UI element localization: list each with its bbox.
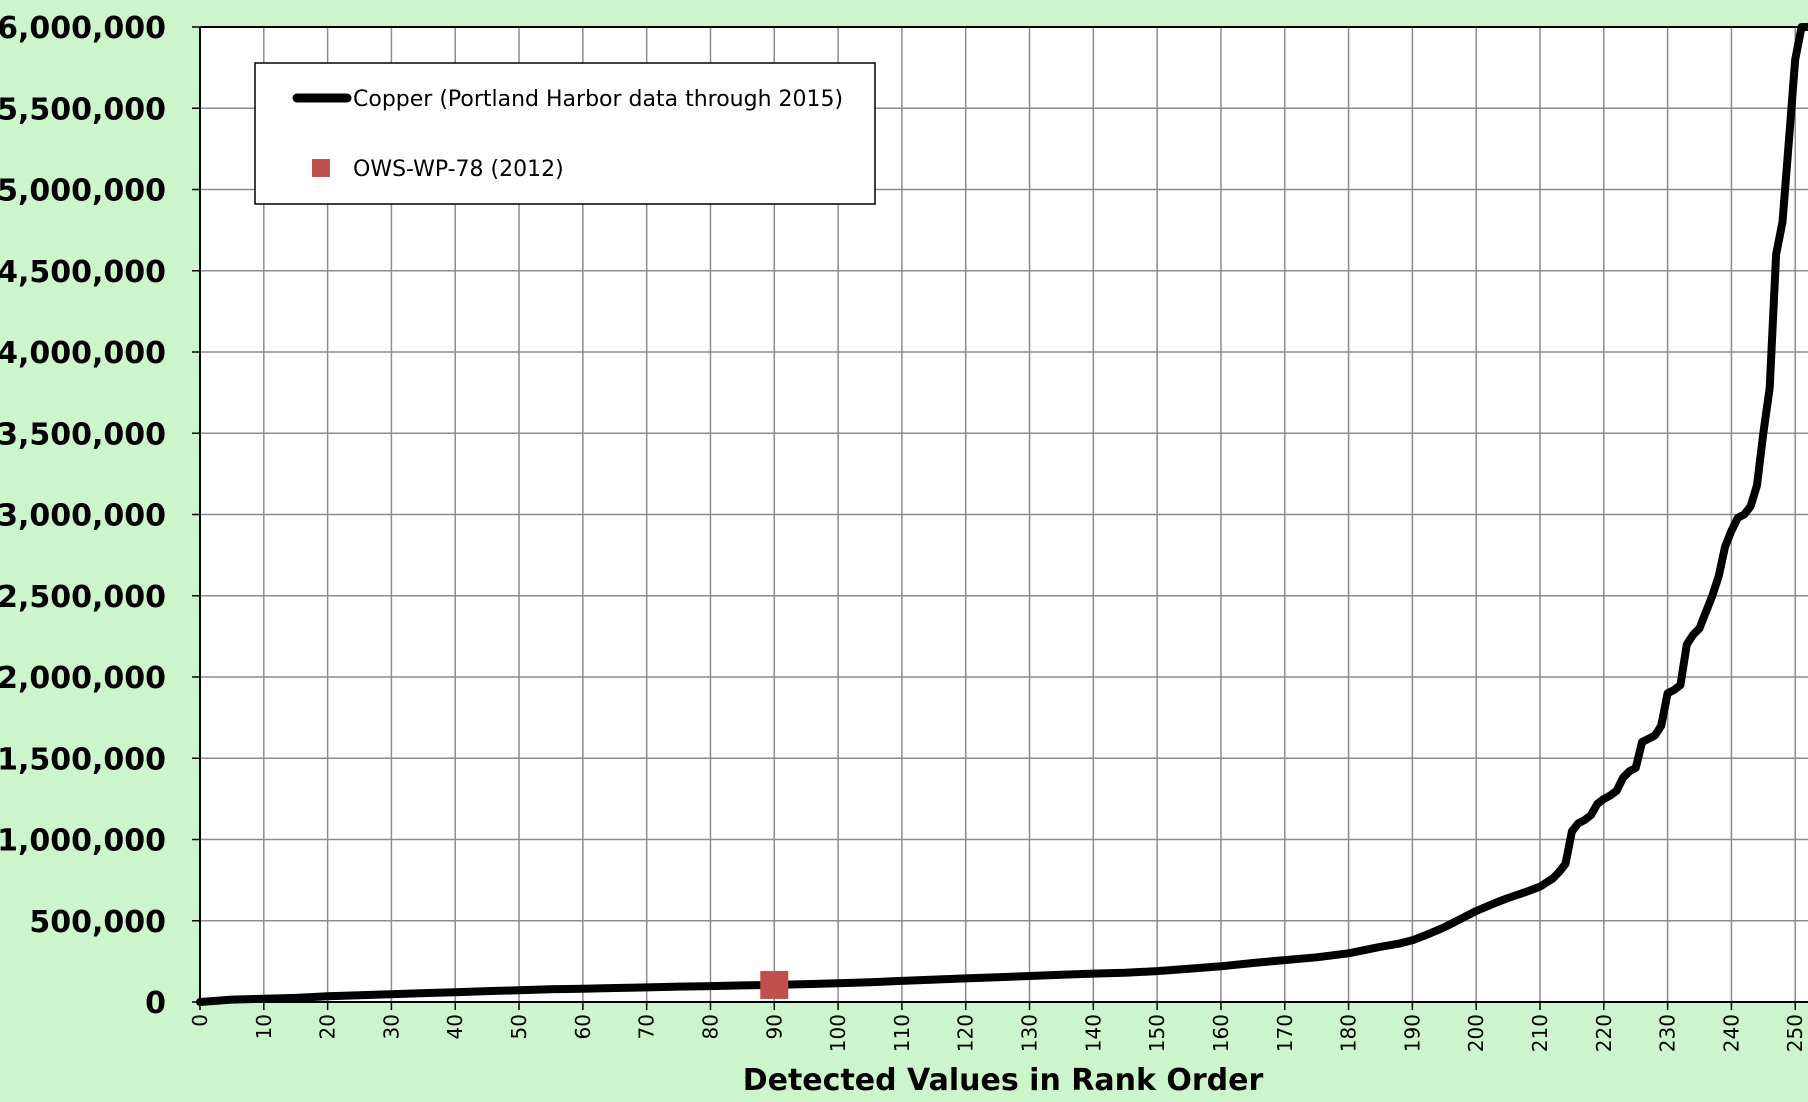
x-tick-label: 200 xyxy=(1464,1014,1488,1052)
y-tick-label: 2,500,000 xyxy=(0,580,166,615)
x-tick-label: 240 xyxy=(1719,1014,1743,1052)
x-tick-label: 110 xyxy=(890,1014,914,1052)
x-tick-label: 100 xyxy=(826,1014,850,1052)
y-tick-label: 4,000,000 xyxy=(0,336,166,371)
x-tick-labels: 0 10 20 30 40 50 60 70 80 90 100 110 120 130 140 150 160… xyxy=(188,1014,1807,1052)
y-tick-label: 4,500,000 xyxy=(0,255,166,290)
y-tick-label: 1,500,000 xyxy=(0,742,166,777)
legend-copper-label: Copper (Portland Harbor data through 201… xyxy=(353,87,843,112)
y-tick-label: 3,000,000 xyxy=(0,499,166,534)
x-tick-label: 80 xyxy=(698,1014,722,1039)
x-tick-label: 10 xyxy=(252,1014,276,1039)
copper-series-line xyxy=(196,23,1808,1006)
x-tick-label: 140 xyxy=(1081,1014,1105,1052)
x-tick-label: 230 xyxy=(1656,1014,1680,1052)
legend: Copper (Portland Harbor data through 201… xyxy=(254,62,876,205)
x-tick-label: 220 xyxy=(1592,1014,1616,1052)
series-layer xyxy=(196,23,1808,1006)
grid-lines xyxy=(200,26,1808,1002)
x-tick-label: 20 xyxy=(316,1014,340,1039)
x-tick-label: 210 xyxy=(1528,1014,1552,1052)
y-tick-label: 5,500,000 xyxy=(0,92,166,127)
x-tick-label: 170 xyxy=(1273,1014,1297,1052)
x-tick-label: 190 xyxy=(1400,1014,1424,1052)
x-tick-label: 30 xyxy=(379,1014,403,1039)
x-tick-label: 60 xyxy=(571,1014,595,1039)
y-tick-label: 6,000,000 xyxy=(0,11,166,46)
x-tick-label: 120 xyxy=(954,1014,978,1052)
sample-marker-point xyxy=(760,970,789,999)
x-tick-label: 130 xyxy=(1018,1014,1042,1052)
y-tick-label: 5,000,000 xyxy=(0,174,166,209)
x-tick-label: 90 xyxy=(762,1014,786,1039)
y-tick-label: 3,500,000 xyxy=(0,417,166,452)
legend-sample-marker-swatch xyxy=(312,159,330,177)
x-tick-label: 180 xyxy=(1337,1014,1361,1052)
legend-box xyxy=(254,62,876,205)
x-axis-title: Detected Values in Rank Order xyxy=(743,1063,1264,1098)
y-tick-labels: 0 500,000 1,000,000 1,500,000 2,000,000 2,500… xyxy=(0,11,166,1021)
y-tick-label: 0 xyxy=(145,986,166,1021)
x-tick-label: 150 xyxy=(1145,1014,1169,1052)
x-tick-label: 0 xyxy=(188,1014,212,1027)
y-tick-label: 1,000,000 xyxy=(0,824,166,859)
x-tick-label: 160 xyxy=(1209,1014,1233,1052)
x-tick-label: 70 xyxy=(635,1014,659,1039)
legend-sample-label: OWS-WP-78 (2012) xyxy=(353,157,564,182)
axes xyxy=(192,26,1808,1010)
x-tick-label: 250 xyxy=(1783,1014,1807,1052)
y-tick-label: 500,000 xyxy=(29,905,166,940)
y-tick-label: 2,000,000 xyxy=(0,661,166,696)
x-tick-label: 40 xyxy=(443,1014,467,1039)
x-tick-label: 50 xyxy=(507,1014,531,1039)
